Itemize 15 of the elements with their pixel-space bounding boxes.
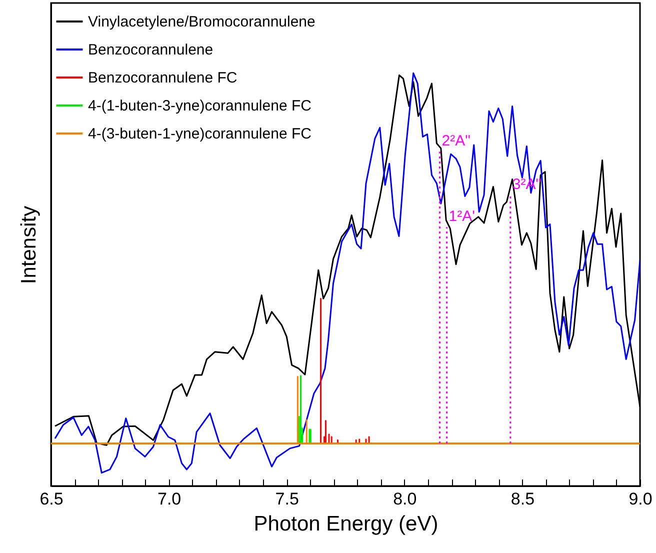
x-tick-label: 7.0 xyxy=(157,490,182,508)
x-tick-label: 9.0 xyxy=(628,490,652,508)
y-axis-title: Intensity xyxy=(18,205,40,284)
legend-label: 4-(3-buten-1-yne)corannulene FC xyxy=(88,126,312,142)
x-tick-label: 7.5 xyxy=(275,490,299,508)
legend-label: Benzocorannulene FC xyxy=(88,70,238,86)
x-tick-label: 8.0 xyxy=(393,490,417,508)
annotation: 1²A' xyxy=(448,208,476,226)
legend-label: Benzocorannulene xyxy=(88,42,214,58)
legend-label: 4-(1-buten-3-yne)corannulene FC xyxy=(88,98,312,114)
x-tick-label: 6.5 xyxy=(40,490,64,508)
x-tick-label: 8.5 xyxy=(510,490,535,508)
annotation: 2²A" xyxy=(442,132,470,150)
x-axis-title: Photon Energy (eV) xyxy=(254,512,438,536)
legend-label: Vinylacetylene/Bromocorannulene xyxy=(88,14,316,30)
